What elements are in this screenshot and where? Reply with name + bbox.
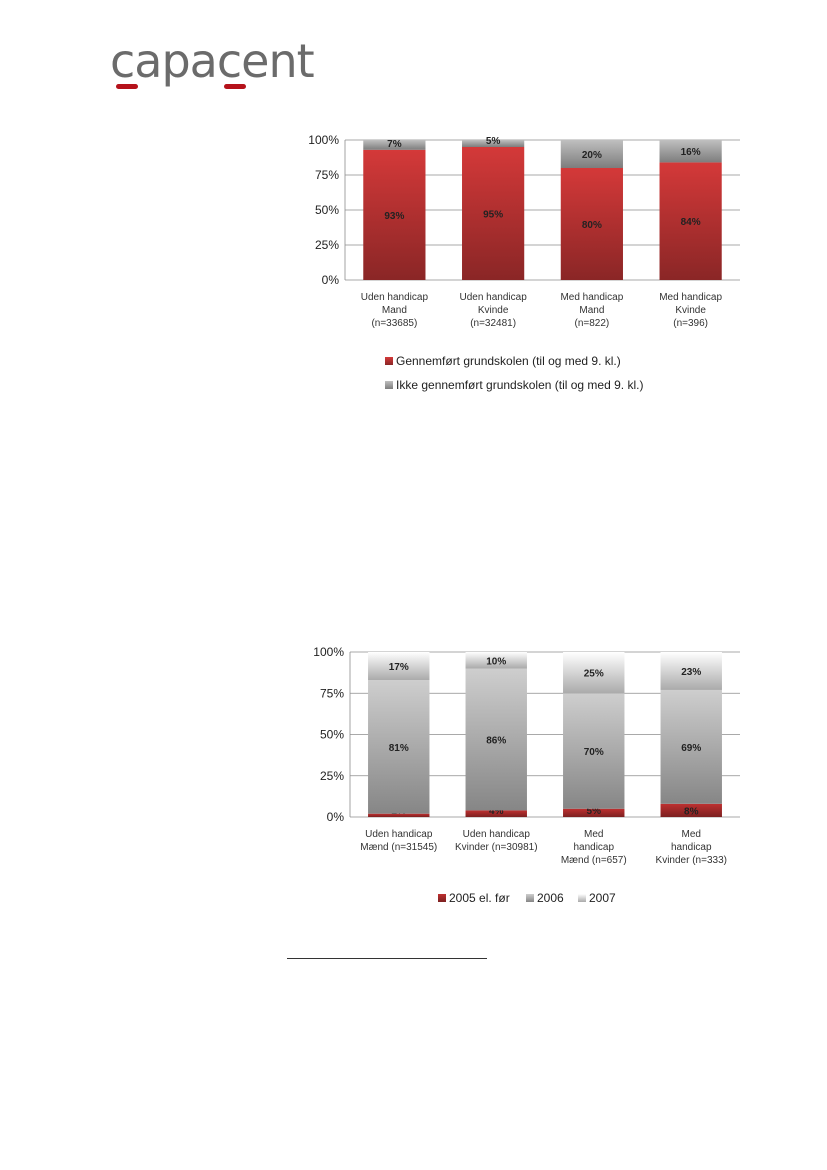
category-label: Uden handicap	[463, 829, 531, 840]
data-label: 80%	[582, 220, 602, 231]
capacent-logo: capacent	[110, 34, 315, 89]
data-label: 81%	[389, 743, 409, 754]
category-label: Mænd (n=657)	[561, 855, 627, 866]
legend-swatch	[526, 894, 534, 902]
logo-accent-2	[224, 84, 246, 89]
y-tick-label: 100%	[313, 645, 344, 659]
category-label: (n=396)	[673, 318, 708, 329]
category-label: Med	[682, 829, 701, 840]
y-tick-label: 50%	[315, 203, 339, 217]
y-tick-label: 75%	[320, 686, 344, 700]
bar-segment	[465, 810, 527, 817]
y-tick-label: 0%	[322, 273, 340, 287]
data-label: 10%	[486, 656, 506, 667]
category-label: Med handicap	[659, 292, 722, 303]
bar-segment	[563, 652, 625, 694]
y-tick-label: 0%	[327, 810, 345, 824]
data-label: 7%	[387, 139, 402, 150]
category-label: Kvinde	[675, 305, 706, 316]
bar-segment	[462, 140, 525, 147]
y-tick-label: 100%	[308, 133, 339, 147]
legend-label: 2005 el. før	[449, 891, 510, 905]
completion-chart: 0% 25% 50% 75% 100% 93% 7% Uden handicap Mand (n=…	[308, 133, 740, 392]
data-label: 70%	[584, 747, 604, 758]
legend-label: Ikke gennemført grundskolen (til og med …	[396, 378, 643, 392]
bar-segment	[368, 652, 430, 681]
legend-label: 2007	[589, 891, 616, 905]
y-tick-label: 25%	[315, 238, 339, 252]
legend-label: 2006	[537, 891, 564, 905]
data-label: 93%	[384, 211, 404, 222]
y-tick-label: 75%	[315, 168, 339, 182]
bar-segment	[563, 693, 625, 809]
bar-segment	[363, 149, 426, 280]
data-label: 5%	[486, 136, 501, 147]
bar-segment	[462, 147, 525, 280]
data-label: 25%	[584, 669, 604, 680]
bar-segment	[660, 689, 722, 804]
bar-segment	[560, 168, 623, 280]
category-label: Uden handicap	[459, 292, 527, 303]
category-label: Mand	[382, 305, 407, 316]
bar-segment	[660, 652, 722, 690]
category-label: (n=33685)	[371, 318, 417, 329]
category-label: Mænd (n=31545)	[360, 842, 437, 853]
logo-text: capacent	[110, 34, 314, 88]
data-label: 84%	[681, 217, 701, 228]
category-label: Kvinde	[478, 305, 509, 316]
data-label: 8%	[684, 806, 699, 817]
bar-segment	[368, 680, 430, 814]
data-label: 20%	[582, 150, 602, 161]
data-label: 17%	[389, 662, 409, 673]
legend-swatch	[385, 357, 393, 365]
data-label: 23%	[681, 667, 701, 678]
category-label: (n=32481)	[470, 318, 516, 329]
bar-segment	[368, 813, 430, 817]
bar-segment	[659, 162, 722, 280]
category-label: handicap	[573, 842, 614, 853]
logo-accent-1	[116, 84, 138, 89]
y-tick-label: 25%	[320, 769, 344, 783]
bar-segment	[660, 803, 722, 817]
category-label: Uden handicap	[365, 829, 433, 840]
data-label: 4%	[489, 806, 504, 817]
category-label: (n=822)	[575, 318, 610, 329]
category-label: Kvinder (n=333)	[656, 855, 727, 866]
data-label: 5%	[587, 806, 602, 817]
bar-segment	[363, 140, 426, 150]
category-label: Mand	[579, 305, 604, 316]
category-label: Uden handicap	[361, 292, 429, 303]
bar-segment	[465, 668, 527, 811]
data-label: 69%	[681, 743, 701, 754]
legend-swatch	[385, 381, 393, 389]
category-label: Kvinder (n=30981)	[455, 842, 538, 853]
data-label: 86%	[486, 735, 506, 746]
bar-segment	[560, 140, 623, 168]
y-tick-label: 50%	[320, 728, 344, 742]
bar-segment	[659, 140, 722, 163]
year-chart: 0%25%50%75%100%2%81%17%Uden handicapMænd…	[313, 645, 740, 905]
category-label: Med	[584, 829, 603, 840]
category-label: Med handicap	[560, 292, 623, 303]
data-label: 16%	[681, 147, 701, 158]
category-label: handicap	[671, 842, 712, 853]
legend-label: Gennemført grundskolen (til og med 9. kl…	[396, 354, 621, 368]
legend-swatch	[438, 894, 446, 902]
data-label: 95%	[483, 210, 503, 221]
legend-swatch	[578, 894, 586, 902]
footnote-rule	[287, 958, 487, 959]
bar-segment	[563, 808, 625, 817]
bar-segment	[465, 652, 527, 669]
